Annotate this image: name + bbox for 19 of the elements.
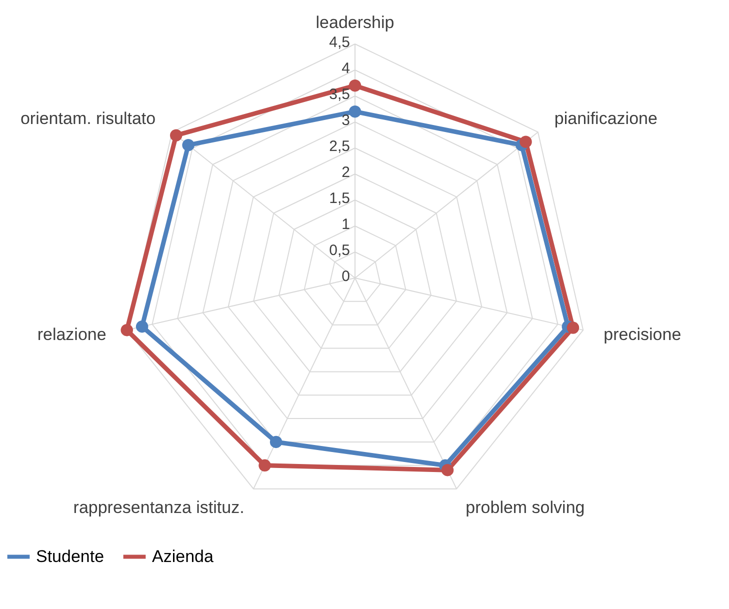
y-tick-label: 2 (342, 164, 350, 181)
spoke-label: problem solving (466, 498, 585, 517)
spoke-label: relazione (37, 324, 106, 344)
y-tick-label: 0 (342, 268, 350, 285)
spoke-label: orientam. risultato (20, 108, 156, 128)
spoke-label: precisione (604, 324, 682, 344)
y-tick-label: 3 (342, 112, 350, 129)
y-tick-label: 2,5 (329, 138, 350, 155)
y-tick-label: 4 (342, 60, 350, 77)
y-tick-label: 4,5 (329, 34, 350, 51)
y-tick-label: 3,5 (329, 86, 350, 103)
y-tick-label: 1,5 (329, 190, 350, 207)
spoke-label: rappresentanza istituz. (73, 498, 244, 517)
y-tick-label: 0,5 (329, 242, 350, 259)
legend-label: Studente (36, 546, 104, 566)
y-tick-label: 1 (342, 216, 350, 233)
spoke-label: pianificazione (554, 108, 658, 128)
spoke-label: leadership (316, 12, 394, 32)
legend-label: Azienda (152, 546, 214, 566)
